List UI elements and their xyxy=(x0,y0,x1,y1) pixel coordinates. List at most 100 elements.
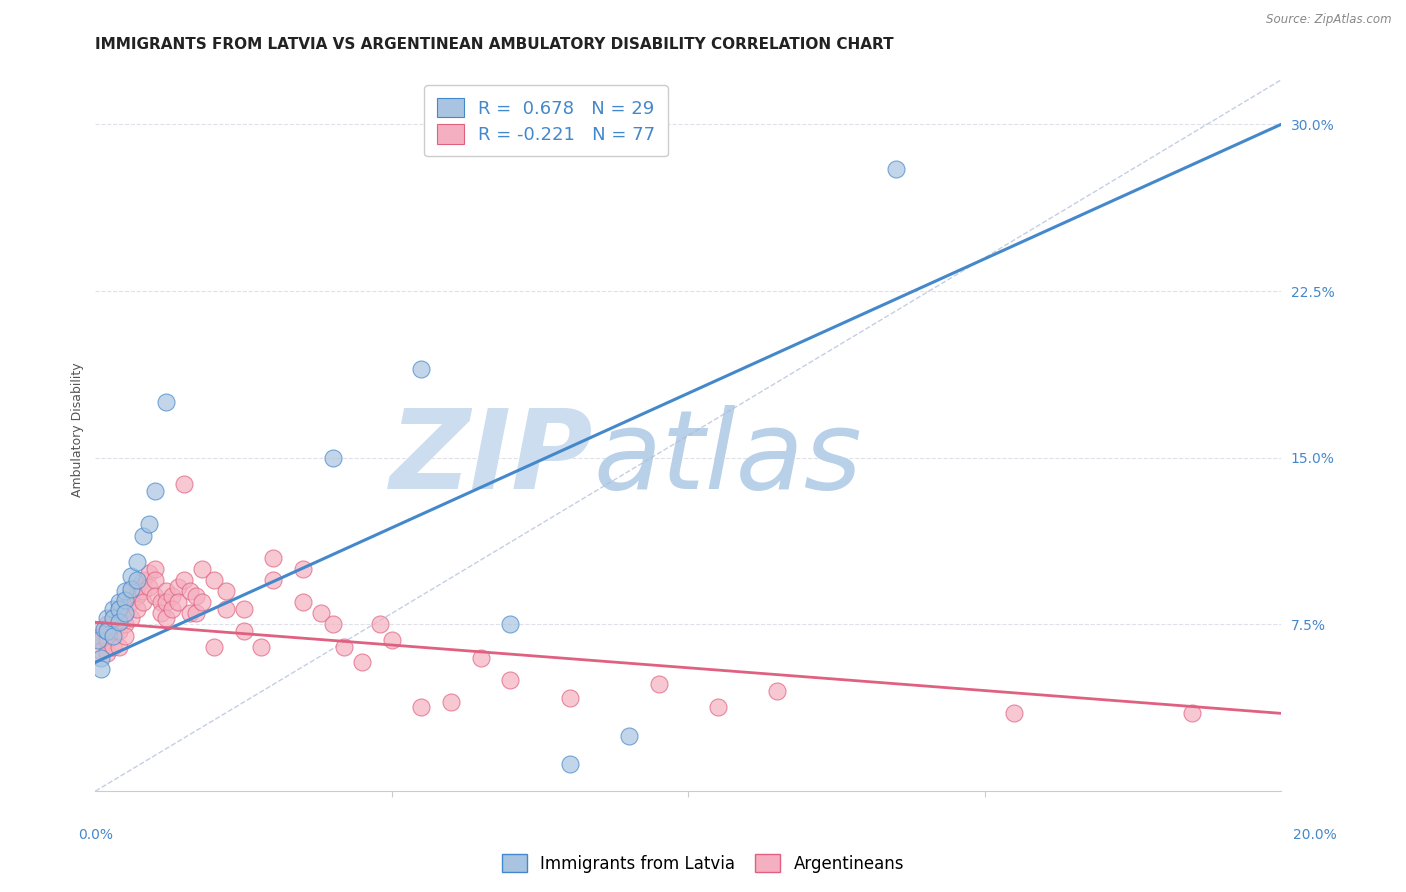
Point xyxy=(101,602,124,616)
Point xyxy=(766,684,789,698)
Point xyxy=(114,607,136,621)
Point xyxy=(202,573,225,587)
Point xyxy=(884,161,907,176)
Point xyxy=(96,624,118,639)
Point xyxy=(132,573,155,587)
Point xyxy=(143,484,166,499)
Legend: R =  0.678   N = 29, R = -0.221   N = 77: R = 0.678 N = 29, R = -0.221 N = 77 xyxy=(425,85,668,156)
Point xyxy=(90,629,112,643)
Point xyxy=(215,584,238,599)
Point xyxy=(101,629,124,643)
Point xyxy=(132,595,155,609)
Point xyxy=(143,589,166,603)
Point xyxy=(90,633,112,648)
Point xyxy=(381,633,404,648)
Point xyxy=(125,589,148,603)
Point xyxy=(162,589,184,603)
Point xyxy=(291,595,314,609)
Point xyxy=(558,690,581,705)
Text: atlas: atlas xyxy=(593,405,862,512)
Point xyxy=(101,640,124,654)
Point xyxy=(707,699,730,714)
Point xyxy=(368,617,391,632)
Point xyxy=(90,662,112,676)
Point xyxy=(120,568,142,582)
Point xyxy=(215,602,238,616)
Point xyxy=(202,640,225,654)
Point xyxy=(114,595,136,609)
Point xyxy=(108,602,131,616)
Point xyxy=(90,650,112,665)
Point xyxy=(191,595,214,609)
Point xyxy=(167,595,190,609)
Point xyxy=(114,593,136,607)
Point xyxy=(108,624,131,639)
Point xyxy=(96,611,118,625)
Y-axis label: Ambulatory Disability: Ambulatory Disability xyxy=(72,363,84,497)
Point xyxy=(114,629,136,643)
Point xyxy=(617,729,640,743)
Point xyxy=(101,611,124,625)
Point xyxy=(149,607,172,621)
Point xyxy=(186,607,208,621)
Point xyxy=(93,622,115,636)
Point xyxy=(250,640,273,654)
Point xyxy=(262,550,284,565)
Point xyxy=(143,562,166,576)
Point xyxy=(558,757,581,772)
Point xyxy=(232,602,254,616)
Point xyxy=(108,602,131,616)
Point xyxy=(1002,706,1025,721)
Point xyxy=(96,646,118,660)
Point xyxy=(120,584,142,599)
Point xyxy=(167,580,190,594)
Point xyxy=(155,595,177,609)
Point xyxy=(262,573,284,587)
Point xyxy=(309,607,332,621)
Point xyxy=(114,584,136,599)
Point xyxy=(647,677,669,691)
Point xyxy=(120,611,142,625)
Point xyxy=(155,584,177,599)
Text: IMMIGRANTS FROM LATVIA VS ARGENTINEAN AMBULATORY DISABILITY CORRELATION CHART: IMMIGRANTS FROM LATVIA VS ARGENTINEAN AM… xyxy=(96,37,894,53)
Legend: Immigrants from Latvia, Argentineans: Immigrants from Latvia, Argentineans xyxy=(495,847,911,880)
Point xyxy=(120,595,142,609)
Text: 0.0%: 0.0% xyxy=(79,828,112,842)
Point xyxy=(138,517,160,532)
Point xyxy=(149,595,172,609)
Point xyxy=(352,655,374,669)
Point xyxy=(155,611,177,625)
Point xyxy=(470,650,492,665)
Point xyxy=(143,573,166,587)
Point xyxy=(114,607,136,621)
Point xyxy=(90,644,112,658)
Point xyxy=(108,640,131,654)
Point xyxy=(120,582,142,596)
Point xyxy=(173,573,195,587)
Point xyxy=(138,566,160,581)
Point xyxy=(132,528,155,542)
Point xyxy=(321,617,343,632)
Point xyxy=(96,624,118,639)
Point xyxy=(499,617,522,632)
Point xyxy=(87,633,110,648)
Point xyxy=(291,562,314,576)
Point xyxy=(162,602,184,616)
Text: 20.0%: 20.0% xyxy=(1292,828,1337,842)
Point xyxy=(101,617,124,632)
Point xyxy=(125,573,148,587)
Point xyxy=(125,602,148,616)
Point xyxy=(179,607,201,621)
Point xyxy=(138,580,160,594)
Point xyxy=(411,361,433,376)
Point xyxy=(173,477,195,491)
Point xyxy=(108,595,131,609)
Point xyxy=(333,640,356,654)
Point xyxy=(101,611,124,625)
Point xyxy=(440,695,463,709)
Point xyxy=(108,615,131,630)
Point xyxy=(191,562,214,576)
Point xyxy=(232,624,254,639)
Point xyxy=(96,617,118,632)
Point xyxy=(108,611,131,625)
